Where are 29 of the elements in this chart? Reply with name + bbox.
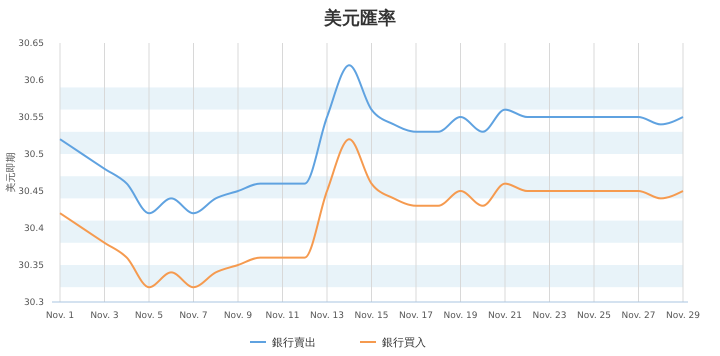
x-tick-label: Nov. 25 [576, 311, 612, 321]
chart-title: 美元匯率 [323, 8, 396, 29]
x-tick-label: Nov. 1 [46, 311, 74, 321]
x-tick-label: Nov. 29 [666, 311, 700, 321]
y-tick-label: 30.4 [24, 224, 44, 234]
x-tick-label: Nov. 17 [398, 311, 434, 321]
x-tick-label: Nov. 19 [443, 311, 478, 321]
x-tick-label: Nov. 11 [265, 311, 300, 321]
x-tick-label: Nov. 9 [224, 311, 252, 321]
y-tick-label: 30.6 [24, 76, 44, 86]
y-tick-label: 30.55 [18, 113, 44, 124]
y-axis-title: 美元即期 [5, 152, 17, 192]
legend-label: 銀行賣出 [272, 336, 316, 349]
y-tick-label: 30.35 [18, 261, 44, 272]
x-tick-label: Nov. 7 [179, 311, 208, 321]
line-series [59, 64, 684, 214]
y-tick-label: 30.45 [18, 187, 44, 198]
x-tick-label: Nov. 23 [532, 311, 567, 321]
line-series [59, 138, 684, 288]
legend-label: 銀行買入 [382, 336, 426, 349]
y-tick-label: 30.65 [18, 39, 44, 50]
x-tick-label: Nov. 21 [488, 311, 522, 321]
x-tick-label: Nov. 13 [310, 311, 344, 321]
x-tick-label: Nov. 15 [354, 311, 389, 321]
x-tick-label: Nov. 27 [621, 311, 656, 321]
x-tick-label: Nov. 3 [90, 311, 119, 321]
x-tick-label: Nov. 5 [134, 311, 164, 321]
y-tick-label: 30.5 [24, 150, 44, 160]
y-tick-label: 30.3 [24, 298, 44, 308]
